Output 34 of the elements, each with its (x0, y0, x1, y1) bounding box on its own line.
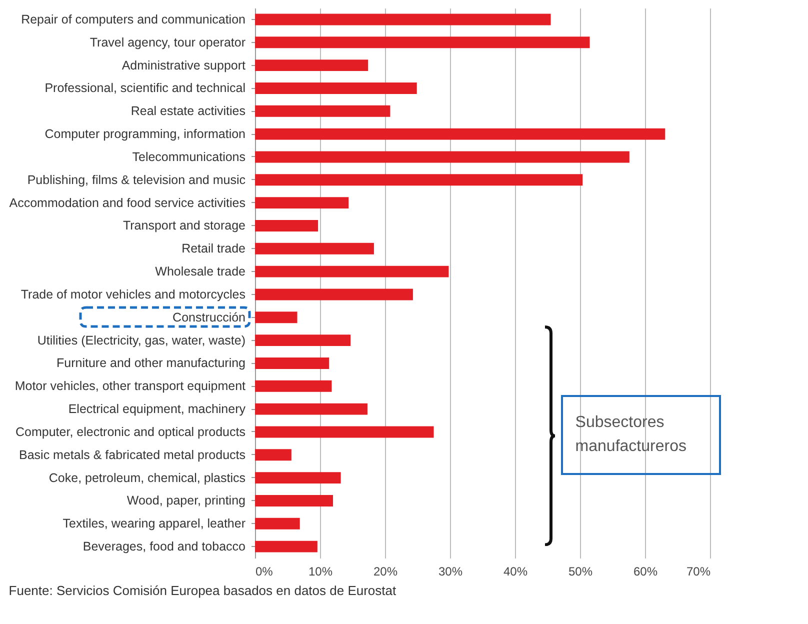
y-tick-label: Travel agency, tour operator (90, 35, 246, 50)
y-tick-label: Furniture and other manufacturing (56, 356, 246, 370)
x-tick-label: 20% (373, 564, 398, 578)
y-tick-label: Computer programming, information (44, 127, 246, 142)
y-tick-label: Computer, electronic and optical products (16, 424, 246, 439)
x-tick-label: 70% (686, 564, 711, 578)
x-tick-label: 60% (633, 564, 658, 578)
y-tick-label: Coke, petroleum, chemical, plastics (48, 470, 246, 485)
y-tick-label: Retail trade (182, 242, 246, 256)
y-tick-label: Real estate activities (130, 104, 246, 118)
x-tick-label: 50% (568, 564, 593, 578)
source-note: Fuente: Servicios Comisión Europea basados en datos de Eurostat (8, 583, 396, 598)
y-tick-label: Publishing, films & television and music (27, 172, 246, 187)
y-tick-label: Textiles, wearing apparel, leather (62, 516, 246, 531)
y-tick-label: Transport and storage (122, 218, 246, 233)
y-tick-label: Repair of computers and communication (21, 12, 246, 26)
x-tick-label: 40% (503, 564, 528, 578)
x-tick-label: 10% (308, 564, 333, 578)
y-tick-label: Trade of motor vehicles and motorcycles (20, 287, 246, 302)
x-tick-label: 30% (438, 564, 463, 578)
y-tick-label: Accommodation and food service activities (9, 196, 246, 210)
x-tick-label: 0% (256, 564, 274, 578)
y-tick-label: Electrical equipment, machinery (68, 402, 246, 416)
y-tick-label: Beverages, food and tobacco (82, 540, 246, 554)
y-tick-label: Wood, paper, printing (126, 494, 246, 508)
y-tick-label: Utilities (Electricity, gas, water, waste) (37, 333, 246, 348)
y-tick-label: Administrative support (122, 58, 246, 72)
annotation: Subsectores manufactureros (575, 413, 688, 458)
y-tick-label: Wholesale trade (155, 264, 246, 279)
y-tick-label: Motor vehicles, other transport equipment (14, 379, 246, 394)
y-tick-label: Construcción (172, 310, 246, 324)
y-tick-label: Professional, scientific and technical (44, 81, 246, 96)
y-tick-label: Basic metals & fabricated metal products (19, 448, 246, 462)
y-tick-label: Telecommunications (132, 150, 246, 164)
